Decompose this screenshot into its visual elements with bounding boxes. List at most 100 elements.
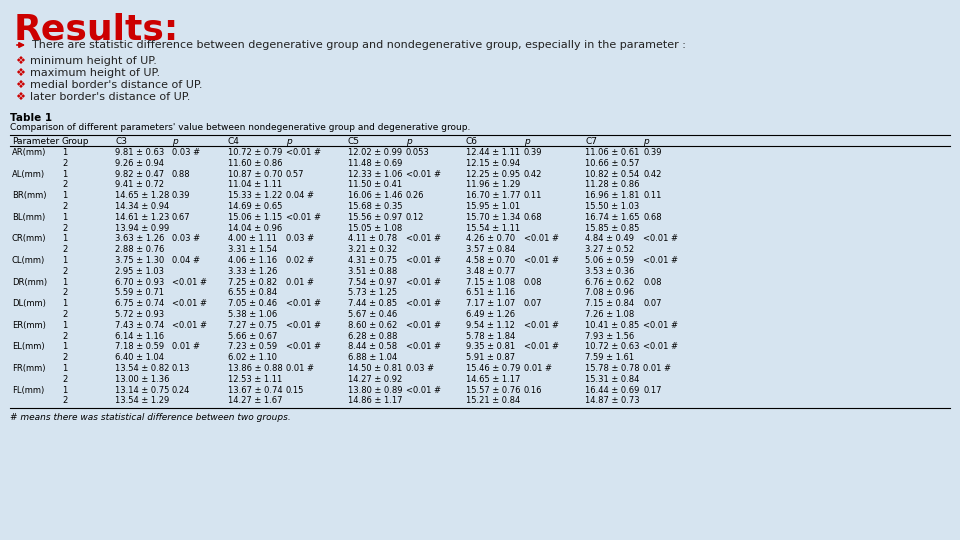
Text: 3.53 ± 0.36: 3.53 ± 0.36 [585, 267, 635, 276]
Text: 14.61 ± 1.23: 14.61 ± 1.23 [115, 213, 169, 222]
Text: 10.72 ± 0.79: 10.72 ± 0.79 [228, 148, 282, 157]
Text: 0.01 #: 0.01 # [524, 364, 552, 373]
Text: <0.01 #: <0.01 # [286, 299, 321, 308]
Text: <0.01 #: <0.01 # [406, 342, 441, 352]
Text: 0.053: 0.053 [406, 148, 430, 157]
Text: 12.44 ± 1.11: 12.44 ± 1.11 [466, 148, 520, 157]
Text: ❖: ❖ [15, 68, 25, 78]
Text: 15.46 ± 0.79: 15.46 ± 0.79 [466, 364, 520, 373]
Text: 5.67 ± 0.46: 5.67 ± 0.46 [348, 310, 397, 319]
Text: 0.39: 0.39 [172, 191, 190, 200]
Text: <0.01 #: <0.01 # [643, 256, 678, 265]
Text: 6.75 ± 0.74: 6.75 ± 0.74 [115, 299, 164, 308]
Text: 3.51 ± 0.88: 3.51 ± 0.88 [348, 267, 397, 276]
Text: 0.42: 0.42 [524, 170, 542, 179]
Text: 5.78 ± 1.84: 5.78 ± 1.84 [466, 332, 516, 341]
Text: Group: Group [62, 137, 89, 146]
Text: 8.44 ± 0.58: 8.44 ± 0.58 [348, 342, 397, 352]
Text: 15.78 ± 0.78: 15.78 ± 0.78 [585, 364, 639, 373]
Text: 16.06 ± 1.46: 16.06 ± 1.46 [348, 191, 402, 200]
Text: <0.01 #: <0.01 # [406, 256, 441, 265]
Text: 7.18 ± 0.59: 7.18 ± 0.59 [115, 342, 164, 352]
Text: 9.81 ± 0.63: 9.81 ± 0.63 [115, 148, 164, 157]
Text: 9.41 ± 0.72: 9.41 ± 0.72 [115, 180, 164, 190]
Text: <0.01 #: <0.01 # [643, 342, 678, 352]
Text: 12.25 ± 0.95: 12.25 ± 0.95 [466, 170, 520, 179]
Text: 0.04 #: 0.04 # [286, 191, 314, 200]
Text: 1: 1 [62, 234, 67, 244]
Text: 15.54 ± 1.11: 15.54 ± 1.11 [466, 224, 520, 233]
Text: AR(mm): AR(mm) [12, 148, 46, 157]
Text: 1: 1 [62, 386, 67, 395]
Text: 0.57: 0.57 [286, 170, 304, 179]
Text: 1: 1 [62, 364, 67, 373]
Text: EL(mm): EL(mm) [12, 342, 44, 352]
Text: 4.58 ± 0.70: 4.58 ± 0.70 [466, 256, 516, 265]
Text: 16.44 ± 0.69: 16.44 ± 0.69 [585, 386, 639, 395]
Text: 0.01 #: 0.01 # [286, 278, 314, 287]
Text: 10.41 ± 0.85: 10.41 ± 0.85 [585, 321, 639, 330]
Text: 7.44 ± 0.85: 7.44 ± 0.85 [348, 299, 397, 308]
Text: 12.15 ± 0.94: 12.15 ± 0.94 [466, 159, 520, 168]
Text: 0.12: 0.12 [406, 213, 424, 222]
Text: ❖: ❖ [15, 80, 25, 90]
Text: 6.55 ± 0.84: 6.55 ± 0.84 [228, 288, 277, 298]
Text: <0.01 #: <0.01 # [406, 170, 441, 179]
Text: 0.17: 0.17 [643, 386, 661, 395]
Text: <0.01 #: <0.01 # [524, 256, 559, 265]
Text: 2: 2 [62, 332, 67, 341]
Text: Parameter: Parameter [12, 137, 60, 146]
Text: 2.88 ± 0.76: 2.88 ± 0.76 [115, 245, 164, 254]
Text: 7.08 ± 0.96: 7.08 ± 0.96 [585, 288, 635, 298]
Text: 5.72 ± 0.93: 5.72 ± 0.93 [115, 310, 164, 319]
Text: p: p [524, 137, 530, 146]
Text: 8.60 ± 0.62: 8.60 ± 0.62 [348, 321, 397, 330]
Text: 0.24: 0.24 [172, 386, 190, 395]
Text: 15.33 ± 1.22: 15.33 ± 1.22 [228, 191, 282, 200]
Text: 2: 2 [62, 202, 67, 211]
Text: 0.11: 0.11 [524, 191, 542, 200]
Text: 5.66 ± 0.67: 5.66 ± 0.67 [228, 332, 277, 341]
Text: 11.48 ± 0.69: 11.48 ± 0.69 [348, 159, 402, 168]
Text: 1: 1 [62, 170, 67, 179]
Text: C7: C7 [585, 137, 597, 146]
Text: 0.16: 0.16 [524, 386, 542, 395]
Text: maximum height of UP.: maximum height of UP. [30, 68, 160, 78]
Text: 2.95 ± 1.03: 2.95 ± 1.03 [115, 267, 164, 276]
Text: 9.54 ± 1.12: 9.54 ± 1.12 [466, 321, 515, 330]
Text: 2: 2 [62, 159, 67, 168]
Text: ❖: ❖ [15, 92, 25, 102]
Text: 1: 1 [62, 278, 67, 287]
Text: 15.57 ± 0.76: 15.57 ± 0.76 [466, 386, 520, 395]
Text: <0.01 #: <0.01 # [172, 299, 207, 308]
Text: 7.27 ± 0.75: 7.27 ± 0.75 [228, 321, 277, 330]
Text: 14.27 ± 0.92: 14.27 ± 0.92 [348, 375, 402, 384]
Text: <0.01 #: <0.01 # [643, 321, 678, 330]
Text: 0.07: 0.07 [524, 299, 542, 308]
Text: 10.87 ± 0.70: 10.87 ± 0.70 [228, 170, 282, 179]
Text: 1: 1 [62, 148, 67, 157]
Text: 16.70 ± 1.77: 16.70 ± 1.77 [466, 191, 520, 200]
Text: 3.48 ± 0.77: 3.48 ± 0.77 [466, 267, 516, 276]
Text: <0.01 #: <0.01 # [406, 278, 441, 287]
Text: 14.87 ± 0.73: 14.87 ± 0.73 [585, 396, 639, 406]
Text: 11.96 ± 1.29: 11.96 ± 1.29 [466, 180, 520, 190]
Text: 0.04 #: 0.04 # [172, 256, 200, 265]
Text: 3.31 ± 1.54: 3.31 ± 1.54 [228, 245, 277, 254]
Text: 0.39: 0.39 [524, 148, 542, 157]
Text: 0.08: 0.08 [524, 278, 542, 287]
Text: C5: C5 [348, 137, 360, 146]
Text: 1: 1 [62, 256, 67, 265]
Text: 13.14 ± 0.75: 13.14 ± 0.75 [115, 386, 169, 395]
Text: # means there was statistical difference between two groups.: # means there was statistical difference… [10, 413, 291, 422]
Text: <0.01 #: <0.01 # [406, 234, 441, 244]
Text: 6.28 ± 0.88: 6.28 ± 0.88 [348, 332, 397, 341]
Text: 3.33 ± 1.26: 3.33 ± 1.26 [228, 267, 277, 276]
Text: There are statistic difference between degenerative group and nondegenerative gr: There are statistic difference between d… [32, 40, 685, 50]
Text: 15.68 ± 0.35: 15.68 ± 0.35 [348, 202, 402, 211]
Text: 15.85 ± 0.85: 15.85 ± 0.85 [585, 224, 639, 233]
Text: 7.54 ± 0.97: 7.54 ± 0.97 [348, 278, 397, 287]
Text: 6.40 ± 1.04: 6.40 ± 1.04 [115, 353, 164, 362]
Text: 0.15: 0.15 [286, 386, 304, 395]
Text: 7.23 ± 0.59: 7.23 ± 0.59 [228, 342, 277, 352]
